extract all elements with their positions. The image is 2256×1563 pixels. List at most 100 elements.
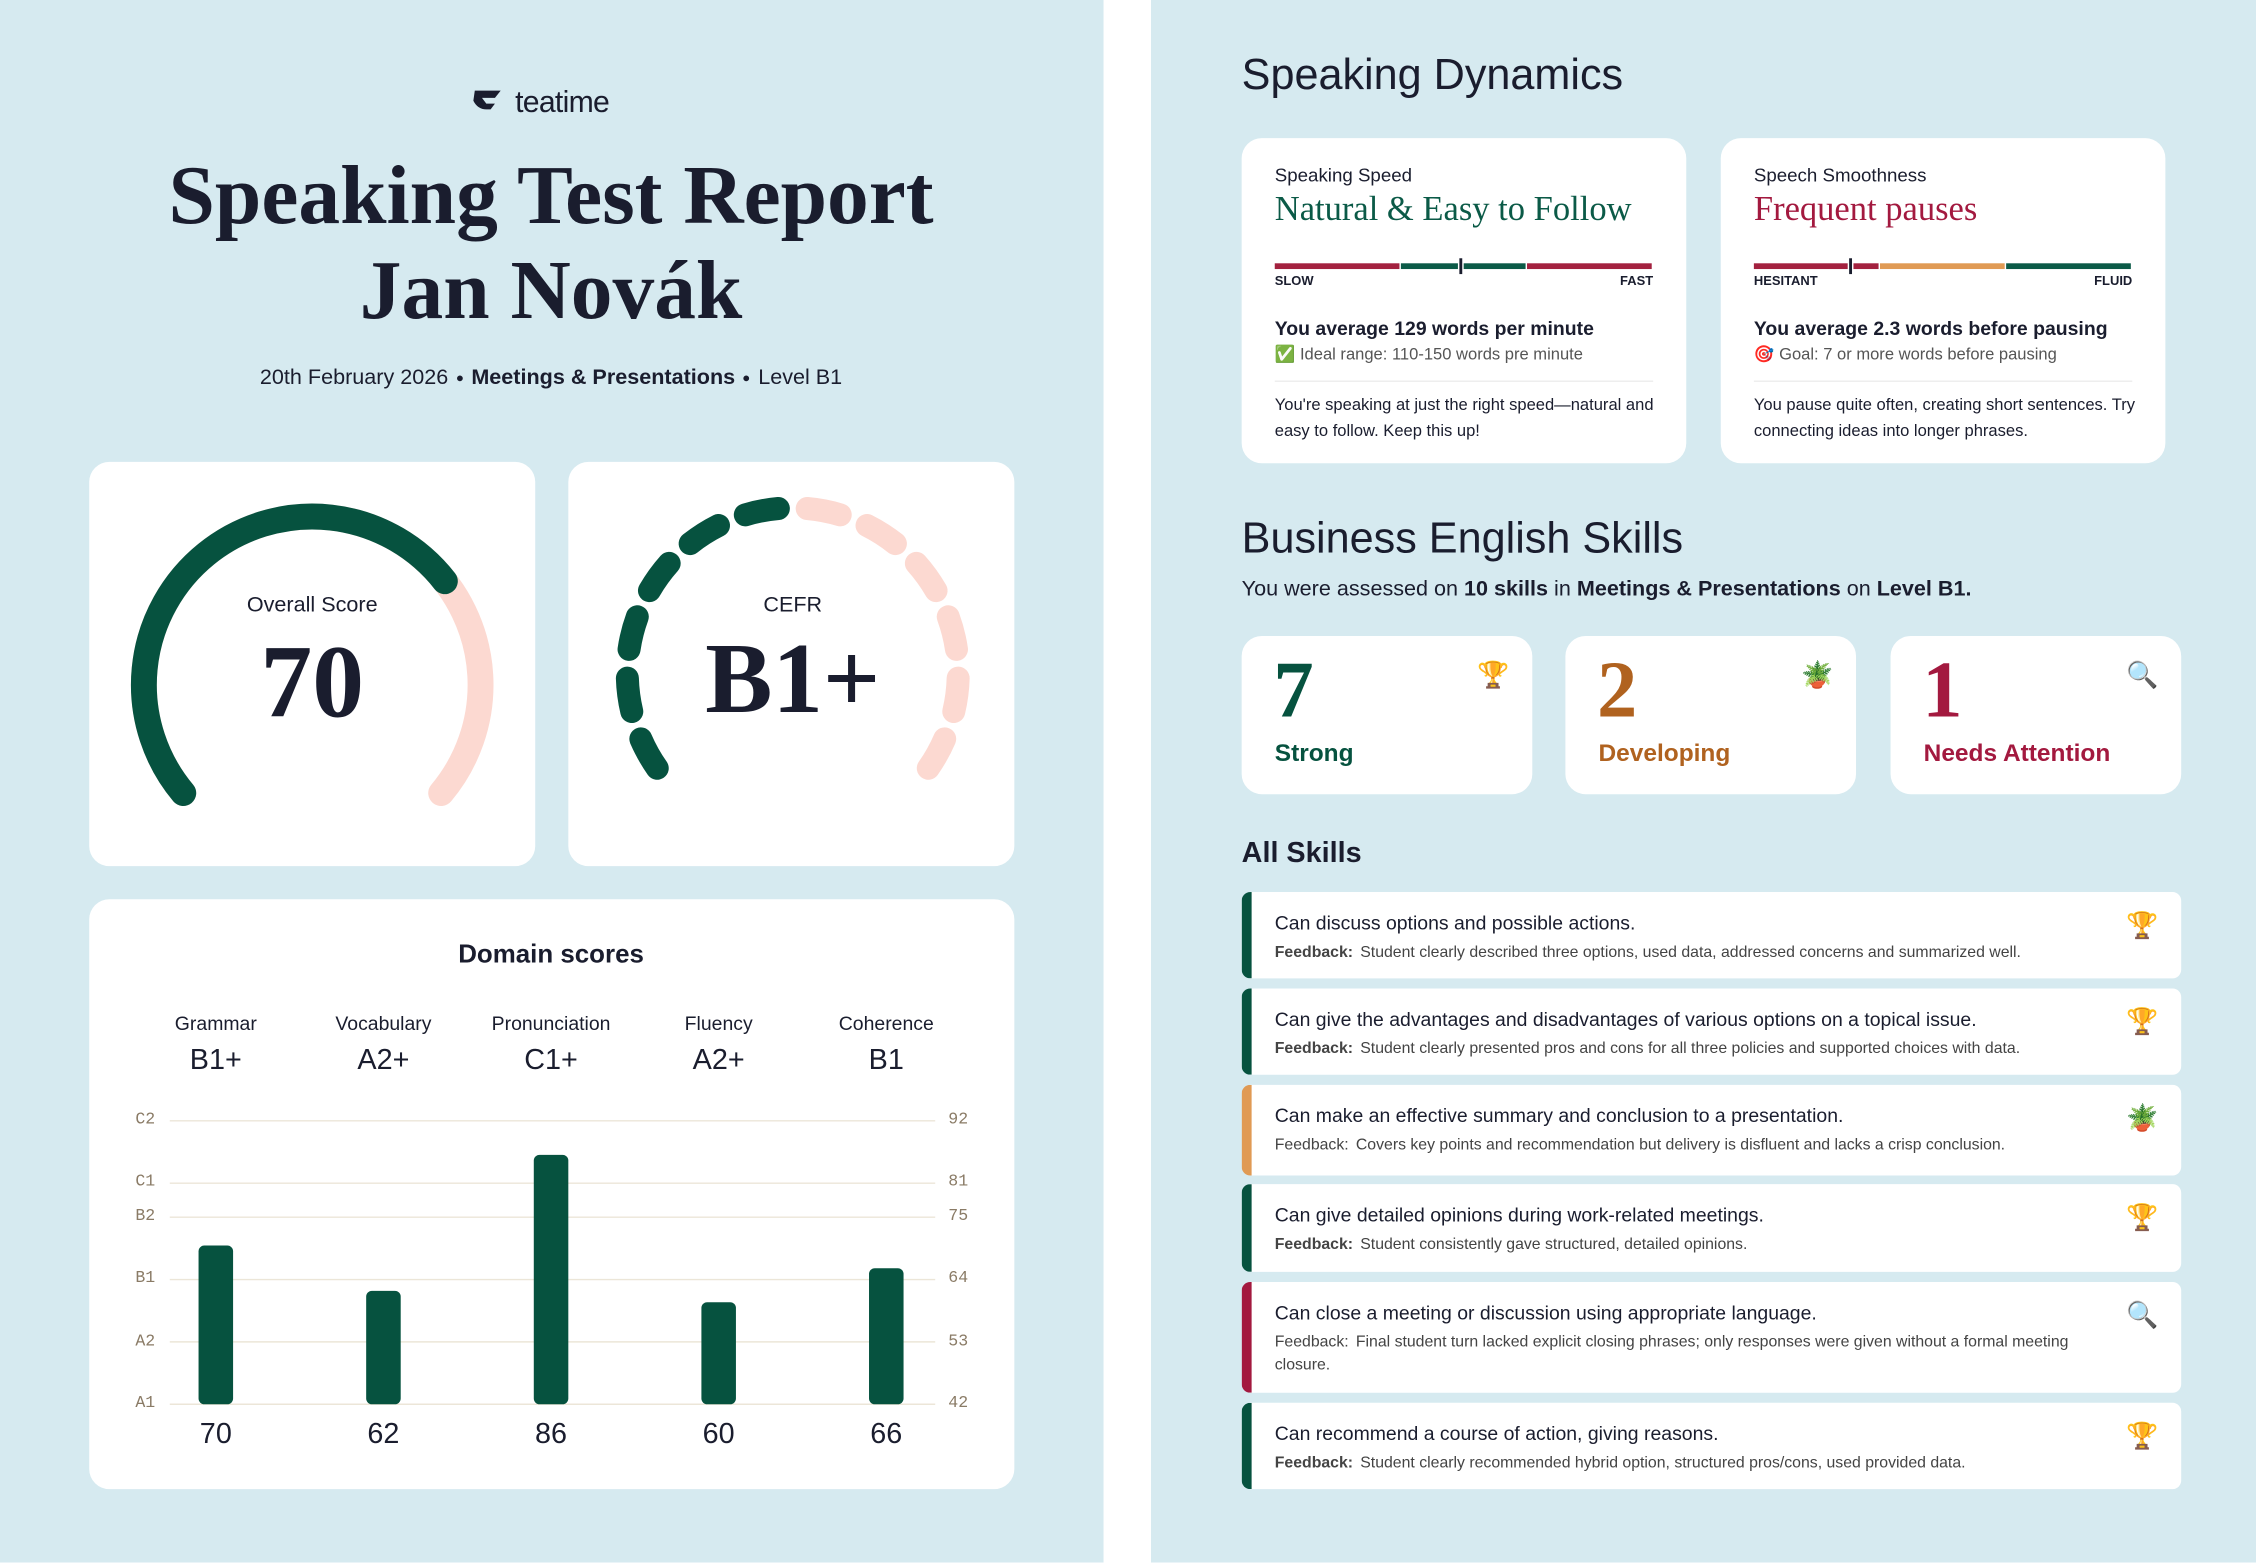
meta-item: 20th February 2026 <box>259 365 449 390</box>
bar <box>869 1268 904 1405</box>
card-advice: You're speaking at just the right speed—… <box>1274 397 1654 441</box>
skill-feedback: Feedback: Student consistently gave struc… <box>1275 1233 2081 1256</box>
value-label: 60 <box>702 1418 735 1450</box>
category-label: Grammar <box>174 1012 257 1034</box>
card-label: Speaking Speed <box>1274 163 1413 186</box>
value-label: 70 <box>199 1418 232 1450</box>
summary-icon: 🔍 <box>2126 660 2159 689</box>
y2-tick-label: 64 <box>948 1269 969 1288</box>
student-name: Jan Novák <box>359 243 743 337</box>
brand-icon <box>473 90 501 110</box>
cefr-level: B1+ <box>705 623 881 735</box>
card-advice: You pause quite often, creating short se… <box>1753 397 2135 441</box>
summary-icon: 🏆 <box>1477 660 1510 689</box>
report-title: Speaking Test Report <box>168 148 934 242</box>
section-title: Speaking Dynamics <box>1241 52 1624 100</box>
skill-feedback: Feedback: Student clearly presented pros … <box>1275 1037 2081 1060</box>
scale-marker <box>1457 256 1464 276</box>
cefr-segment <box>795 497 852 527</box>
skill-text: Can discuss options and possible actions… <box>1274 911 1636 934</box>
intro-part: You were assessed on <box>1241 576 1465 601</box>
scale-marker <box>1847 256 1854 276</box>
scale-zone <box>1880 263 2005 270</box>
summary-count: 1 <box>1922 646 1963 736</box>
skill-row <box>1241 1281 2182 1393</box>
category-label: Fluency <box>684 1012 753 1034</box>
separator-dot <box>456 375 463 381</box>
section-title: Business English Skills <box>1241 515 1684 564</box>
gauge-value <box>130 503 458 807</box>
y-tick-label: B1 <box>135 1269 156 1288</box>
feedback-label: Feedback: <box>1274 1454 1354 1472</box>
bar <box>198 1245 234 1405</box>
scale-left: HESITANT <box>1753 273 1818 289</box>
skill-icon: 🏆 <box>2126 910 2159 940</box>
summary-count: 2 <box>1597 646 1638 736</box>
cefr-segment-filled <box>617 605 649 661</box>
skill-row <box>1241 988 2182 1075</box>
dynamics-card <box>1241 138 1687 464</box>
skill-icon: 🏆 <box>2126 1202 2159 1232</box>
category-level: C1+ <box>524 1043 578 1076</box>
scale-zone <box>1274 263 1400 270</box>
card-stat: You average 129 words per minute <box>1274 317 1594 340</box>
feedback-text: Covers key points and recommendation but… <box>1355 1136 2006 1154</box>
category-label: Pronunciation <box>491 1012 611 1034</box>
skill-feedback: Feedback: Student clearly described three… <box>1275 941 2081 964</box>
scale-left: SLOW <box>1274 273 1314 289</box>
feedback-label: Feedback: <box>1274 943 1354 962</box>
value-label: 62 <box>367 1418 400 1450</box>
y2-tick-label: 42 <box>948 1393 969 1413</box>
y-tick-label: A2 <box>135 1331 156 1351</box>
skill-feedback: Feedback: Student clearly recommended hyb… <box>1275 1452 2081 1475</box>
feedback-label: Feedback: <box>1274 1136 1349 1154</box>
skill-feedback: Feedback: Covers key points and recommend… <box>1275 1134 2081 1157</box>
skill-text: Can give detailed opinions during work-r… <box>1274 1203 1764 1226</box>
intro-part: Meetings & Presentations <box>1576 576 1841 601</box>
category-level: A2+ <box>692 1043 745 1076</box>
skill-feedback: Feedback: Final student turn lacked expli… <box>1275 1331 2081 1377</box>
value-label: 86 <box>535 1418 568 1450</box>
category-label: Vocabulary <box>335 1012 432 1034</box>
intro-part: on <box>1840 576 1877 601</box>
skill-text: Can give the advantages and disadvantage… <box>1274 1008 1977 1030</box>
summary-label: Needs Attention <box>1923 740 2111 768</box>
feedback-text: Student clearly described three options,… <box>1360 943 2021 962</box>
intro-part: in <box>1548 576 1577 601</box>
scale-right: FLUID <box>2094 273 2133 289</box>
cefr-segment-filled <box>629 727 669 780</box>
scale-zone <box>2006 263 2131 270</box>
chart-title: Domain scores <box>458 939 644 969</box>
skill-text: Can close a meeting or discussion using … <box>1274 1301 1817 1324</box>
y2-tick-label: 81 <box>948 1172 969 1192</box>
scale-right: FAST <box>1620 273 1654 289</box>
gauge-score: 70 <box>260 624 365 741</box>
bar <box>701 1302 736 1405</box>
cefr-segment-filled <box>637 551 681 603</box>
skill-text: Can make an effective summary and conclu… <box>1274 1104 1844 1127</box>
y-tick-label: A1 <box>135 1393 156 1413</box>
summary-card <box>1241 635 1533 795</box>
skill-icon: 🪴 <box>2126 1103 2159 1133</box>
cefr-segment-filled <box>615 666 644 724</box>
y-tick-label: C1 <box>135 1172 156 1192</box>
summary-card <box>1565 635 1857 795</box>
summary-label: Strong <box>1274 740 1354 768</box>
category-level: B1+ <box>189 1043 242 1076</box>
skill-row <box>1241 1184 2182 1272</box>
scale-zone <box>1753 263 1879 270</box>
skill-row <box>1241 1084 2182 1176</box>
y2-tick-label: 75 <box>948 1206 969 1226</box>
summary-card <box>1890 635 2182 795</box>
cefr-segment <box>936 605 968 661</box>
feedback-text: Final student turn lacked explicit closi… <box>1274 1333 2069 1375</box>
gauge-label: Overall Score <box>246 592 378 617</box>
skill-row <box>1241 1402 2182 1490</box>
card-note: ✅ Ideal range: 110-150 words pre minute <box>1274 346 1583 364</box>
y2-tick-label: 53 <box>948 1331 969 1351</box>
dynamics-card <box>1720 138 2166 464</box>
y2-tick-label: 92 <box>948 1110 969 1130</box>
feedback-label: Feedback: <box>1274 1040 1354 1058</box>
